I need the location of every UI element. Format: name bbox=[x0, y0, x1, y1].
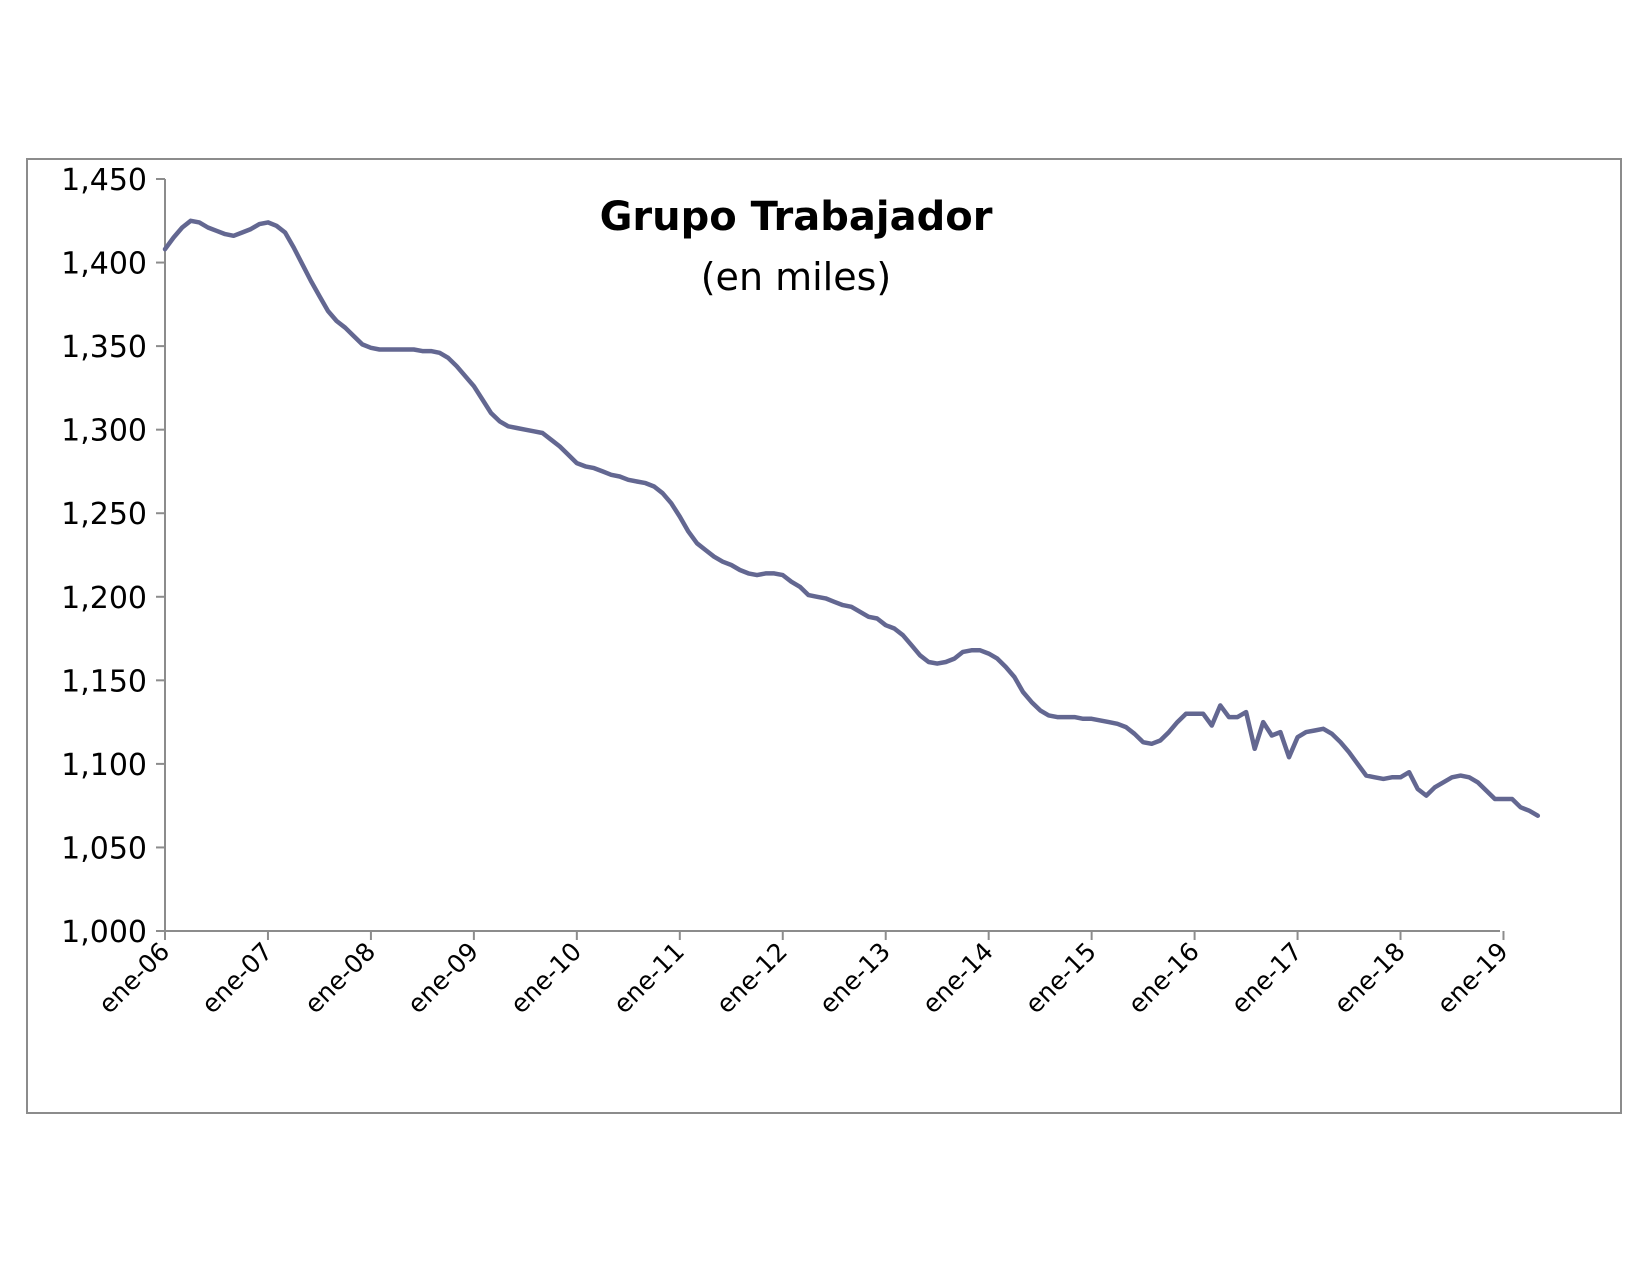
x-axis: ene-06 ene-07 ene-08 ene-09 ene-10 ene-11 ene-… bbox=[93, 930, 1514, 1019]
x-tick-label: ene-17 bbox=[1225, 937, 1307, 1019]
y-tick-label: 1,300 bbox=[61, 414, 147, 449]
y-tick-label: 1,100 bbox=[61, 748, 147, 783]
x-tick-label: ene-14 bbox=[917, 937, 999, 1019]
chart-title: Grupo Trabajador bbox=[600, 194, 993, 240]
x-tick-label: ene-08 bbox=[299, 937, 381, 1019]
y-tick-label: 1,250 bbox=[61, 497, 147, 532]
x-tick-label: ene-07 bbox=[196, 937, 278, 1019]
y-tick-label: 1,350 bbox=[61, 330, 147, 365]
x-tick-label: ene-15 bbox=[1020, 937, 1102, 1019]
x-tick-label: ene-09 bbox=[402, 937, 484, 1019]
x-tick-label: ene-18 bbox=[1328, 937, 1410, 1019]
x-tick-label: ene-19 bbox=[1431, 937, 1513, 1019]
x-tick-label: ene-12 bbox=[711, 937, 793, 1019]
y-tick-label: 1,050 bbox=[61, 831, 147, 866]
x-tick-label: ene-16 bbox=[1122, 937, 1204, 1019]
y-tick-label: 1,200 bbox=[61, 581, 147, 616]
x-tick-label: ene-13 bbox=[814, 937, 896, 1019]
y-tick-label: 1,150 bbox=[61, 664, 147, 699]
chart-frame: Grupo Trabajador (en miles) 1,000 1,050 1,… bbox=[26, 158, 1622, 1114]
y-tick-label: 1,400 bbox=[61, 247, 147, 282]
chart-subtitle: (en miles) bbox=[701, 255, 892, 299]
series-line bbox=[162, 218, 1541, 818]
y-tick-label: 1,450 bbox=[61, 163, 147, 198]
x-tick-label: ene-11 bbox=[608, 937, 690, 1019]
y-axis: 1,000 1,050 1,100 1,150 1,200 1,250 1,300 1,350… bbox=[61, 163, 166, 950]
y-tick-label: 1,000 bbox=[61, 915, 147, 950]
line-chart: Grupo Trabajador (en miles) 1,0001,0501,… bbox=[61, 163, 1541, 1019]
x-tick-label: ene-10 bbox=[505, 937, 587, 1019]
